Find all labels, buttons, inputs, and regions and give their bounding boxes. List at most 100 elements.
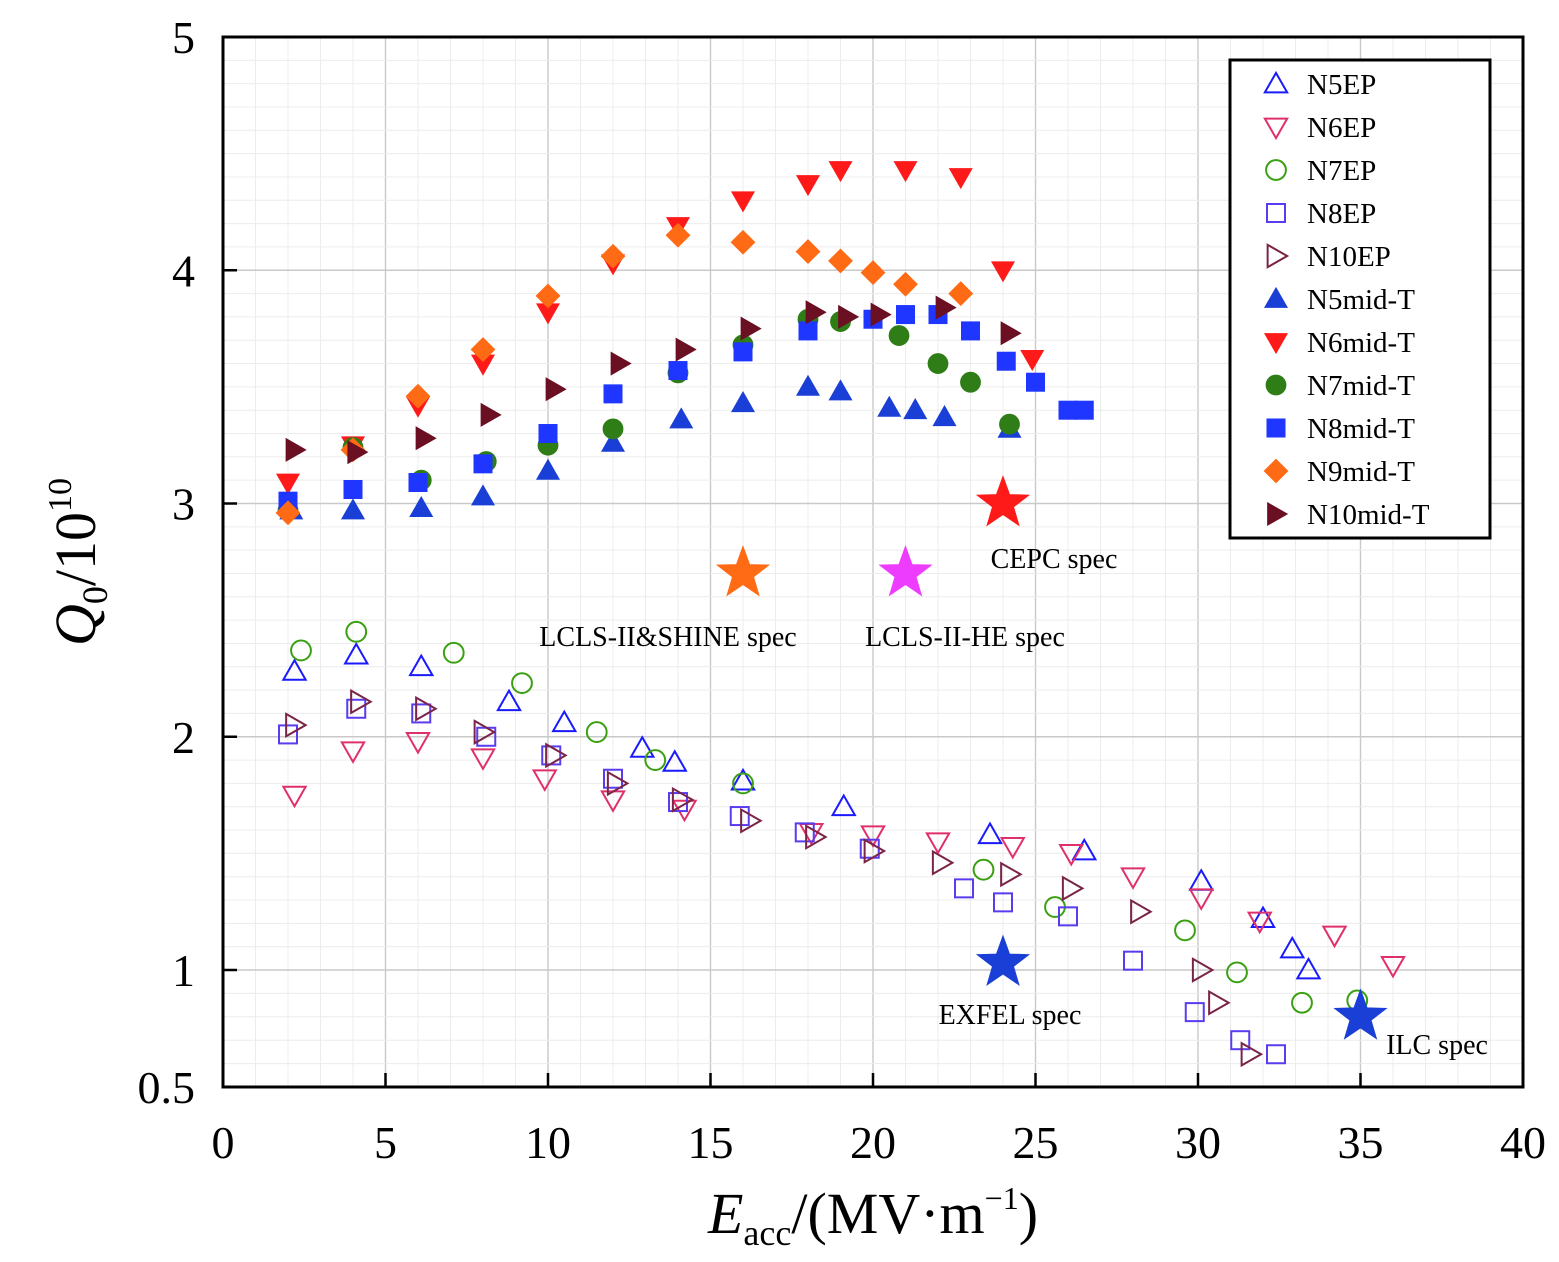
y-tick-label: 4 [172,245,195,296]
data-point [977,821,1003,845]
data-point [1246,911,1273,935]
series-N6EP [281,732,1406,979]
series-N5EP [281,641,1322,980]
data-point [1230,1030,1251,1051]
series-N10EP [285,688,1264,1068]
x-tick-label: 15 [688,1117,734,1168]
x-tick-label: 30 [1175,1117,1221,1168]
legend-label: N6EP [1307,112,1376,144]
legend-label: N8EP [1307,198,1376,230]
spec-star [975,934,1031,986]
data-point [350,688,373,715]
data-point [545,377,567,402]
legend-marker [1263,117,1289,141]
data-point [860,260,886,285]
data-point [1120,867,1146,890]
spec-star [1333,988,1388,1040]
x-tick-label: 40 [1500,1117,1546,1168]
legend-label: N8mid-T [1307,413,1415,445]
data-point [629,735,656,758]
x-tick-label: 10 [525,1117,571,1168]
data-point [729,806,750,827]
spec-label: LCLS-II&SHINE spec [539,622,796,653]
data-point [730,191,756,213]
data-point [480,402,502,427]
spec-label: CEPC spec [991,544,1118,575]
x-tick-label: 0 [212,1117,235,1168]
data-point [948,168,973,190]
legend-label: N7EP [1307,155,1376,187]
data-point [730,767,756,791]
data-point [669,407,694,429]
data-point [511,672,533,695]
data-point [927,353,949,374]
data-point [285,712,308,738]
legend-marker [1263,458,1289,484]
data-point [1020,350,1045,372]
data-point [603,768,623,789]
data-point [415,695,438,722]
data-point [830,793,857,817]
data-point [860,825,886,848]
data-point [602,418,624,440]
y-axis-title: Q0/1010 [42,478,115,646]
data-point [805,824,828,850]
data-point [740,807,763,834]
data-point [960,371,981,393]
data-point [347,440,369,465]
data-point [610,351,632,376]
y-tick-label: 2 [172,712,195,763]
data-point [281,658,308,681]
data-point [805,300,827,325]
data-point [470,484,496,506]
spec-star [878,545,933,597]
legend-label: N5mid-T [1307,284,1415,316]
x-axis-title-sub: acc [743,1213,791,1253]
data-point [606,770,630,797]
data-point [972,858,995,881]
series-N8mid-T [278,305,1094,511]
data-point [343,641,370,665]
data-point [1058,906,1078,927]
data-point [535,458,561,480]
data-point [668,361,688,381]
legend-marker [1265,159,1287,181]
data-point [340,498,366,520]
spec-star [715,545,771,597]
x-tick-label: 5 [374,1117,397,1168]
data-point [671,786,695,813]
data-point [538,424,558,444]
data-point [1130,898,1153,925]
data-point [961,321,980,341]
data-point [954,878,974,899]
data-point [935,295,957,320]
data-point [1188,888,1215,911]
x-axis-title-main: E [707,1181,743,1246]
data-point [893,161,918,183]
data-point [795,374,821,396]
legend-marker [1266,243,1290,269]
data-point [948,281,974,306]
data-point [932,405,957,427]
x-axis-title-rest: /(MV·m [791,1181,984,1246]
data-point [600,243,626,269]
y-axis-title-rest: /10 [43,512,108,586]
data-point [411,703,432,724]
spec-star [975,475,1031,527]
data-point [275,473,301,495]
data-point [999,413,1020,435]
data-point [828,248,853,274]
data-point [877,395,902,417]
data-point [730,229,756,255]
data-point [281,785,308,809]
data-point [1061,875,1085,902]
data-point [730,391,756,413]
data-point [675,337,697,362]
y-tick-label: 5 [172,12,195,63]
data-point [661,749,688,772]
data-point [795,239,821,264]
legend-marker [1263,333,1289,355]
legend-marker [1266,203,1286,223]
data-point [470,337,496,362]
data-point [893,271,918,297]
